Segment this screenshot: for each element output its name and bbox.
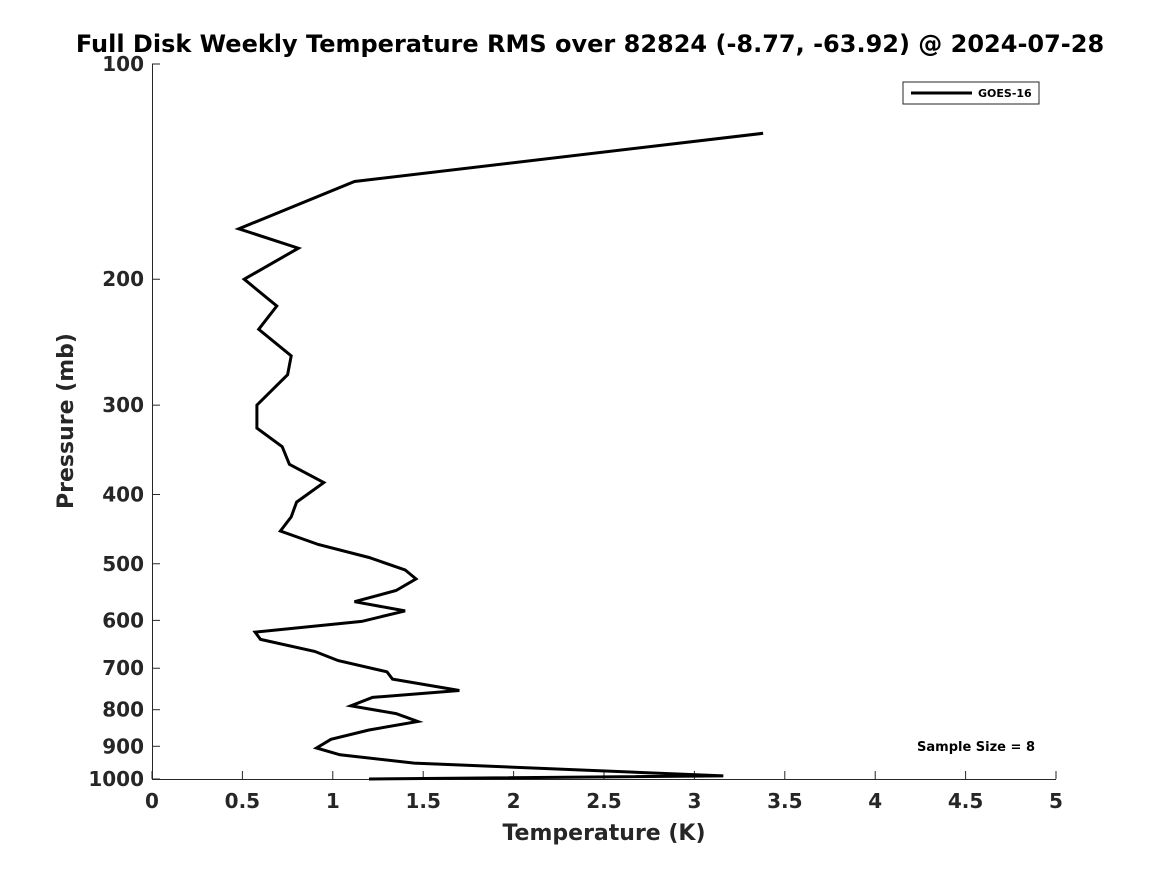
chart-title: Full Disk Weekly Temperature RMS over 82…	[76, 30, 1104, 58]
y-axis-ticks: 100 200 300 400 500 600 700 800 900 1000	[88, 52, 160, 791]
x-tick-label: 4.5	[948, 789, 983, 813]
series-line-goes-16	[234, 131, 764, 781]
y-tick-label: 900	[102, 734, 144, 758]
x-tick-label: 1.5	[405, 789, 440, 813]
y-tick-label: 400	[102, 482, 144, 506]
y-tick-label: 700	[102, 656, 144, 680]
x-tick-label: 2.5	[586, 789, 621, 813]
y-tick-label: 600	[102, 608, 144, 632]
y-tick-label: 200	[102, 267, 144, 291]
x-axis-label: Temperature (K)	[502, 821, 705, 846]
legend: GOES-16	[902, 81, 1040, 105]
x-axis-ticks: 0 0.5 1 1.5 2 2.5 3 3.5 4 4.5 5	[145, 771, 1063, 813]
x-tick-label: 5	[1049, 789, 1063, 813]
y-tick-label: 100	[102, 52, 144, 76]
y-tick-label: 800	[102, 698, 144, 722]
legend-label-goes-16: GOES-16	[978, 87, 1032, 100]
y-tick-label: 1000	[88, 767, 144, 791]
sample-size-annotation: Sample Size = 8	[917, 740, 1035, 755]
series-group	[234, 131, 764, 781]
x-tick-label: 3.5	[767, 789, 802, 813]
x-tick-label: 0	[145, 789, 159, 813]
plot-axes	[152, 64, 1056, 780]
x-tick-label: 3	[687, 789, 701, 813]
y-tick-label: 300	[102, 393, 144, 417]
x-tick-label: 2	[507, 789, 521, 813]
y-tick-label: 500	[102, 552, 144, 576]
y-axis-label: Pressure (mb)	[54, 333, 79, 509]
x-tick-label: 4	[868, 789, 882, 813]
x-tick-label: 1	[326, 789, 340, 813]
x-tick-label: 0.5	[225, 789, 260, 813]
